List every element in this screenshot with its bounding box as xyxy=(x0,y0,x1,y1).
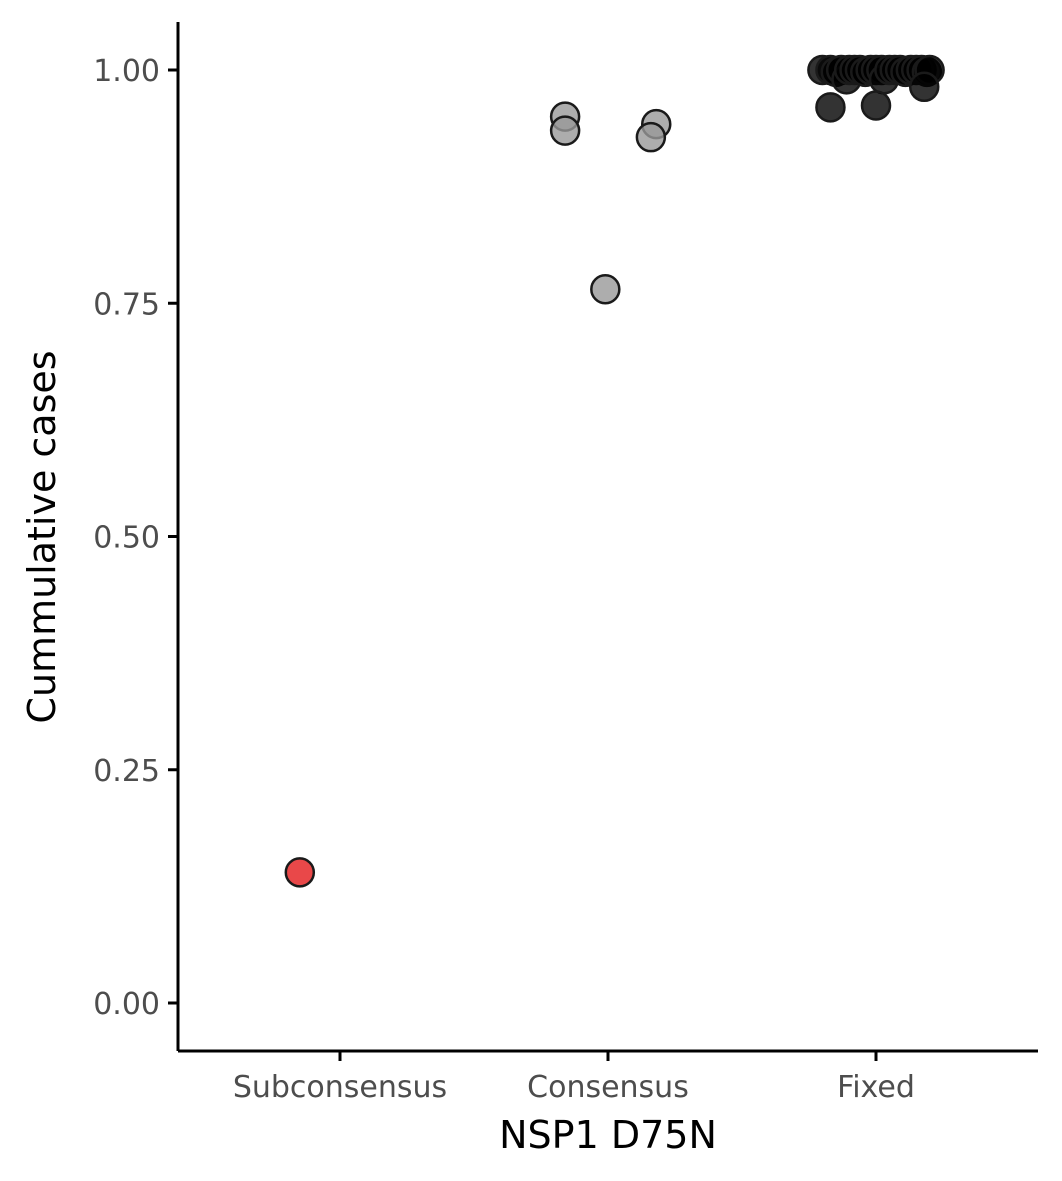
y-tick-label: 1.00 xyxy=(93,54,160,89)
x-axis-title: NSP1 D75N xyxy=(499,1113,717,1157)
data-point-consensus xyxy=(590,274,621,305)
data-point-fixed xyxy=(860,90,892,121)
data-points xyxy=(284,54,945,888)
y-axis-ticks: 0.00 0.25 0.50 0.75 1.00 xyxy=(93,54,178,1022)
y-tick-label: 0.75 xyxy=(93,287,160,322)
data-point-subconsensus xyxy=(284,857,316,888)
x-tick-label: Fixed xyxy=(837,1070,915,1105)
y-tick-label: 0.50 xyxy=(93,521,160,556)
data-point-consensus xyxy=(635,121,667,153)
y-tick-label: 0.00 xyxy=(93,987,160,1022)
x-axis-ticks: Subconsensus Consensus Fixed xyxy=(233,1051,915,1105)
y-tick-label: 0.25 xyxy=(93,754,160,789)
data-point-consensus xyxy=(549,115,581,146)
x-tick-label: Subconsensus xyxy=(233,1070,447,1105)
x-tick-label: Consensus xyxy=(527,1070,689,1105)
data-point-fixed xyxy=(908,71,940,103)
y-axis-title: Cummulative cases xyxy=(20,350,64,723)
data-point-fixed xyxy=(815,92,846,123)
